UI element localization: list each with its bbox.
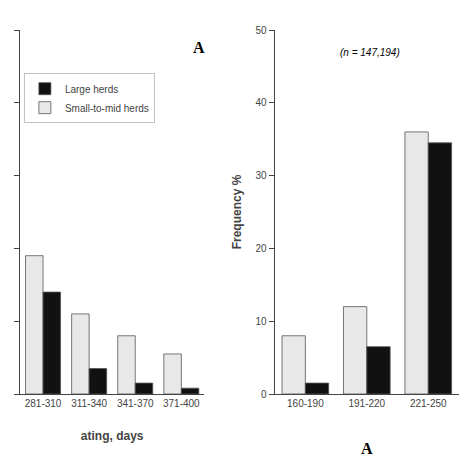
svg-text:341-370: 341-370: [117, 398, 154, 409]
svg-text:A: A: [193, 39, 205, 56]
svg-text:10: 10: [255, 316, 267, 327]
svg-text:0: 0: [261, 389, 267, 400]
svg-text:160-190: 160-190: [287, 398, 324, 409]
svg-text:281-310: 281-310: [25, 398, 62, 409]
svg-text:40: 40: [255, 97, 267, 108]
svg-text:Frequency %: Frequency %: [230, 174, 244, 249]
svg-text:30: 30: [255, 170, 267, 181]
svg-text:ating, days: ating, days: [81, 429, 144, 443]
svg-text:311-340: 311-340: [71, 398, 107, 409]
svg-text:191-220: 191-220: [348, 398, 385, 409]
svg-text:221-250: 221-250: [410, 398, 447, 409]
svg-text:371-400: 371-400: [163, 398, 200, 409]
svg-text:50: 50: [255, 25, 267, 36]
svg-text:A: A: [361, 440, 373, 457]
svg-text:20: 20: [255, 243, 267, 254]
svg-text:Small-to-mid herds: Small-to-mid herds: [65, 103, 149, 114]
svg-text:Large herds: Large herds: [65, 84, 118, 95]
svg-text:(n = 147,194): (n = 147,194): [340, 47, 400, 58]
